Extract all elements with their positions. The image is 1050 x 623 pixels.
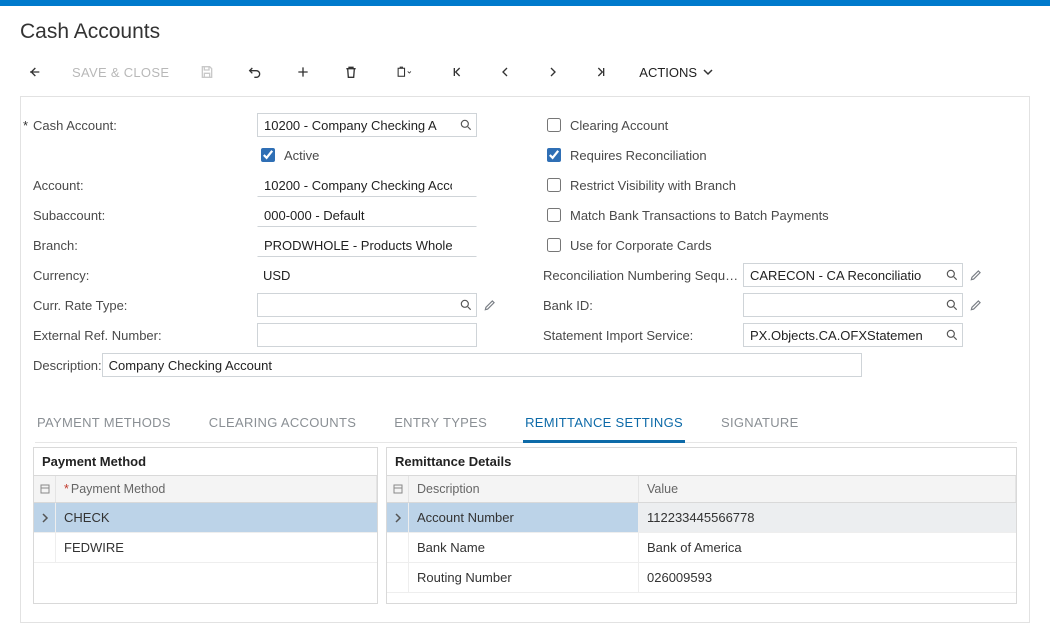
tab-remittance-settings[interactable]: REMITTANCE SETTINGS <box>523 409 685 443</box>
tab-clearing-accounts[interactable]: CLEARING ACCOUNTS <box>207 409 358 442</box>
rd-val-cell: 112233445566778 <box>639 503 1016 532</box>
active-label: Active <box>284 148 319 163</box>
label-description: Description: <box>33 358 102 373</box>
label-recon-seq: Reconciliation Numbering Sequ… <box>543 268 743 283</box>
pm-column-header: Payment Method <box>71 482 166 496</box>
edit-icon[interactable] <box>969 298 983 312</box>
next-record-icon[interactable] <box>543 62 563 82</box>
cash-account-input[interactable] <box>257 113 477 137</box>
prev-record-icon[interactable] <box>495 62 515 82</box>
bank-id-input[interactable] <box>743 293 963 317</box>
label-curr-rate-type: Curr. Rate Type: <box>33 298 257 313</box>
save-close-button[interactable]: SAVE & CLOSE <box>72 65 169 80</box>
tab-strip: PAYMENT METHODS CLEARING ACCOUNTS ENTRY … <box>35 409 1017 443</box>
stmt-import-input[interactable] <box>743 323 963 347</box>
delete-icon[interactable] <box>341 62 361 82</box>
recon-seq-input[interactable] <box>743 263 963 287</box>
save-icon[interactable] <box>197 62 217 82</box>
undo-icon[interactable] <box>245 62 265 82</box>
subaccount-field <box>257 203 477 227</box>
label-account: Account: <box>33 178 257 193</box>
label-bank-id: Bank ID: <box>543 298 743 313</box>
rd-row[interactable]: Routing Number 026009593 <box>387 563 1016 593</box>
active-checkbox[interactable]: Active <box>257 145 319 165</box>
add-icon[interactable] <box>293 62 313 82</box>
account-field <box>257 173 477 197</box>
rd-row[interactable]: Bank Name Bank of America <box>387 533 1016 563</box>
rd-desc-cell: Bank Name <box>409 533 639 562</box>
label-cash-account: Cash Account: <box>33 118 257 133</box>
label-external-ref: External Ref. Number: <box>33 328 257 343</box>
tab-payment-methods[interactable]: PAYMENT METHODS <box>35 409 173 442</box>
clipboard-menu-icon[interactable] <box>389 62 419 82</box>
row-indicator-icon <box>387 503 409 532</box>
grid-settings-icon[interactable] <box>387 476 409 502</box>
payment-method-panel: Payment Method *Payment Method CHECK FED… <box>33 447 378 604</box>
restrict-visibility-checkbox[interactable]: Restrict Visibility with Branch <box>543 175 736 195</box>
rd-row[interactable]: Account Number 112233445566778 <box>387 503 1016 533</box>
last-record-icon[interactable] <box>591 62 611 82</box>
pm-cell: FEDWIRE <box>56 533 377 562</box>
rd-desc-header: Description <box>409 476 639 502</box>
rd-desc-cell: Routing Number <box>409 563 639 592</box>
back-icon[interactable] <box>24 62 44 82</box>
first-record-icon[interactable] <box>447 62 467 82</box>
remittance-panel: Remittance Details Description Value Acc… <box>386 447 1017 604</box>
rd-val-cell: 026009593 <box>639 563 1016 592</box>
edit-icon[interactable] <box>483 298 497 312</box>
grid-settings-icon[interactable] <box>34 476 56 502</box>
requires-reconciliation-checkbox[interactable]: Requires Reconciliation <box>543 145 707 165</box>
rd-val-header: Value <box>639 476 1016 502</box>
tab-entry-types[interactable]: ENTRY TYPES <box>392 409 489 442</box>
pm-row[interactable]: FEDWIRE <box>34 533 377 563</box>
edit-icon[interactable] <box>969 268 983 282</box>
page-title: Cash Accounts <box>20 20 1030 44</box>
pm-cell: CHECK <box>56 503 377 532</box>
label-stmt-import: Statement Import Service: <box>543 328 743 343</box>
remittance-title: Remittance Details <box>387 448 1016 476</box>
rd-val-cell: Bank of America <box>639 533 1016 562</box>
match-bank-tx-checkbox[interactable]: Match Bank Transactions to Batch Payment… <box>543 205 829 225</box>
actions-label: ACTIONS <box>639 65 697 80</box>
clearing-account-checkbox[interactable]: Clearing Account <box>543 115 668 135</box>
label-currency: Currency: <box>33 268 257 283</box>
external-ref-input[interactable] <box>257 323 477 347</box>
label-subaccount: Subaccount: <box>33 208 257 223</box>
actions-menu-button[interactable]: ACTIONS <box>639 65 713 80</box>
form-panel: Cash Account: Active <box>20 96 1030 623</box>
currency-field <box>257 263 477 287</box>
tab-signature[interactable]: SIGNATURE <box>719 409 801 442</box>
label-branch: Branch: <box>33 238 257 253</box>
branch-field <box>257 233 477 257</box>
toolbar: SAVE & CLOSE ACTIONS <box>20 58 1030 96</box>
curr-rate-type-input[interactable] <box>257 293 477 317</box>
use-corp-cards-checkbox[interactable]: Use for Corporate Cards <box>543 235 712 255</box>
payment-method-title: Payment Method <box>34 448 377 476</box>
pm-row[interactable]: CHECK <box>34 503 377 533</box>
row-indicator-icon <box>34 503 56 532</box>
rd-desc-cell: Account Number <box>409 503 639 532</box>
